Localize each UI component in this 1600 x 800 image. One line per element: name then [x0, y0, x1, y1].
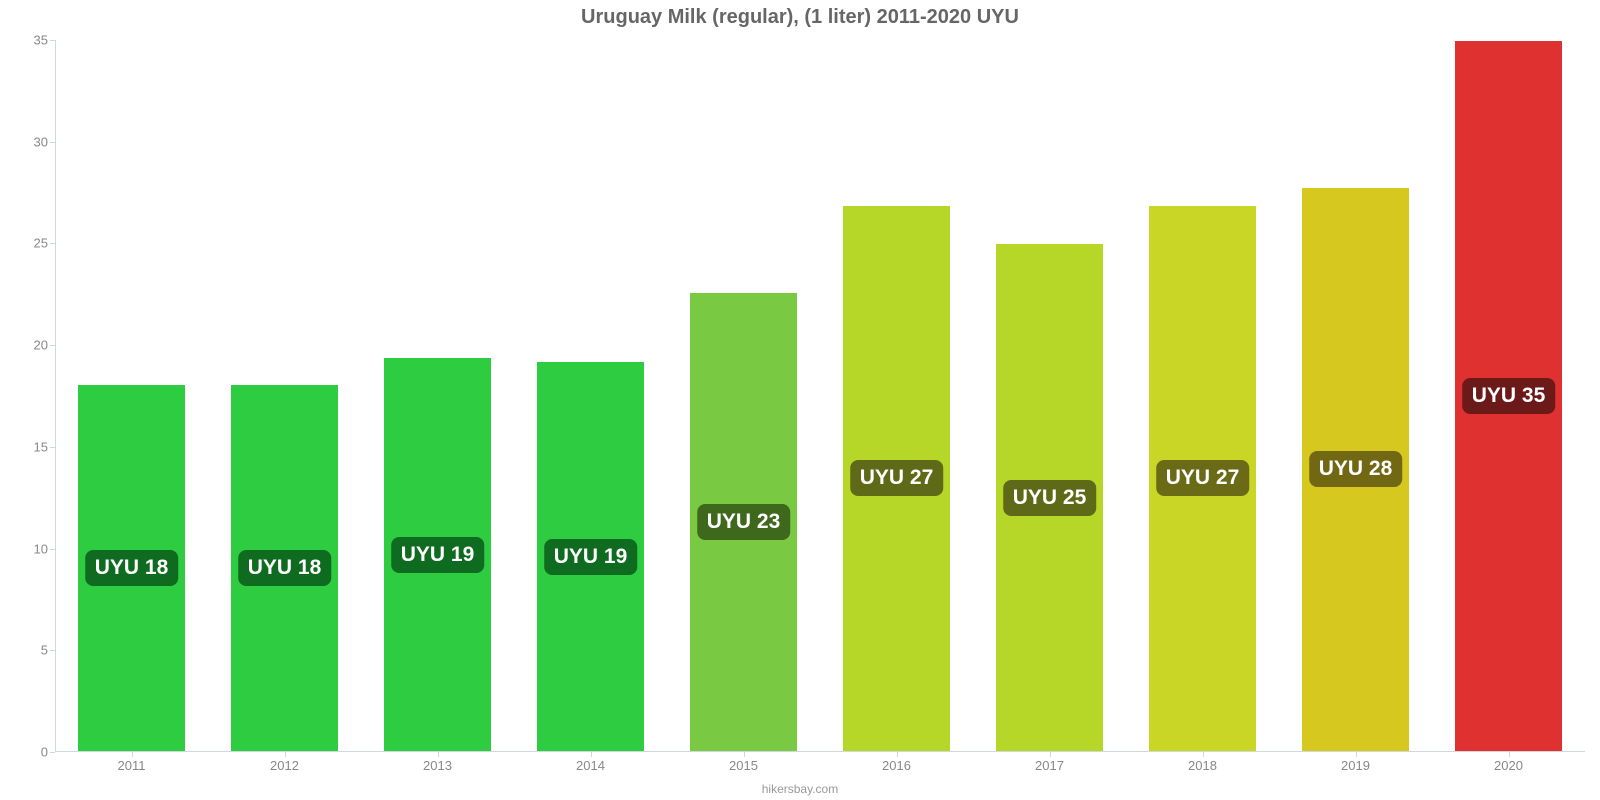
- x-tick-label: 2016: [882, 758, 911, 773]
- x-tick-label: 2011: [118, 758, 146, 773]
- x-tick-label: 2015: [729, 758, 758, 773]
- chart-title: Uruguay Milk (regular), (1 liter) 2011-2…: [0, 6, 1600, 29]
- x-tick-mark: [744, 752, 745, 757]
- x-tick-mark: [1356, 752, 1357, 757]
- bar-value-label: UYU 23: [697, 504, 791, 540]
- plot-area: UYU 18 UYU 18 UYU 19 UYU 19 UYU 23 UYU 27 UYU …: [55, 40, 1585, 752]
- y-tick-mark: [50, 650, 55, 651]
- y-tick-label: 20: [0, 338, 48, 353]
- bar-value-label: UYU 18: [85, 550, 179, 586]
- x-tick-label: 2019: [1341, 758, 1370, 773]
- y-tick-mark: [50, 549, 55, 550]
- x-tick-label: 2020: [1494, 758, 1523, 773]
- x-tick-mark: [897, 752, 898, 757]
- y-tick-label: 35: [0, 33, 48, 48]
- y-tick-label: 5: [0, 643, 48, 658]
- bar-value-label: UYU 27: [850, 460, 944, 496]
- x-tick-mark: [1050, 752, 1051, 757]
- x-tick-mark: [132, 752, 133, 757]
- x-tick-label: 2018: [1188, 758, 1217, 773]
- y-tick-mark: [50, 752, 55, 753]
- bar-value-label: UYU 25: [1003, 480, 1097, 516]
- y-tick-label: 0: [0, 745, 48, 760]
- credit-text: hikersbay.com: [0, 782, 1600, 796]
- bar-value-label: UYU 19: [544, 539, 638, 575]
- x-tick-mark: [591, 752, 592, 757]
- milk-price-chart: Uruguay Milk (regular), (1 liter) 2011-2…: [0, 0, 1600, 800]
- y-tick-label: 25: [0, 236, 48, 251]
- bar-value-label: UYU 19: [391, 537, 485, 573]
- x-tick-mark: [285, 752, 286, 757]
- y-tick-mark: [50, 345, 55, 346]
- bar-value-label: UYU 18: [238, 550, 332, 586]
- bar-value-label: UYU 28: [1309, 451, 1403, 487]
- x-tick-label: 2017: [1035, 758, 1064, 773]
- y-tick-mark: [50, 447, 55, 448]
- x-tick-mark: [438, 752, 439, 757]
- x-tick-label: 2014: [576, 758, 605, 773]
- y-tick-mark: [50, 40, 55, 41]
- y-tick-label: 30: [0, 134, 48, 149]
- y-tick-label: 15: [0, 439, 48, 454]
- y-tick-label: 10: [0, 541, 48, 556]
- bar-value-label: UYU 27: [1156, 460, 1250, 496]
- y-tick-mark: [50, 142, 55, 143]
- y-tick-mark: [50, 243, 55, 244]
- x-tick-label: 2013: [423, 758, 452, 773]
- x-tick-mark: [1509, 752, 1510, 757]
- x-tick-label: 2012: [270, 758, 299, 773]
- bar-value-label: UYU 35: [1462, 378, 1556, 414]
- x-tick-mark: [1203, 752, 1204, 757]
